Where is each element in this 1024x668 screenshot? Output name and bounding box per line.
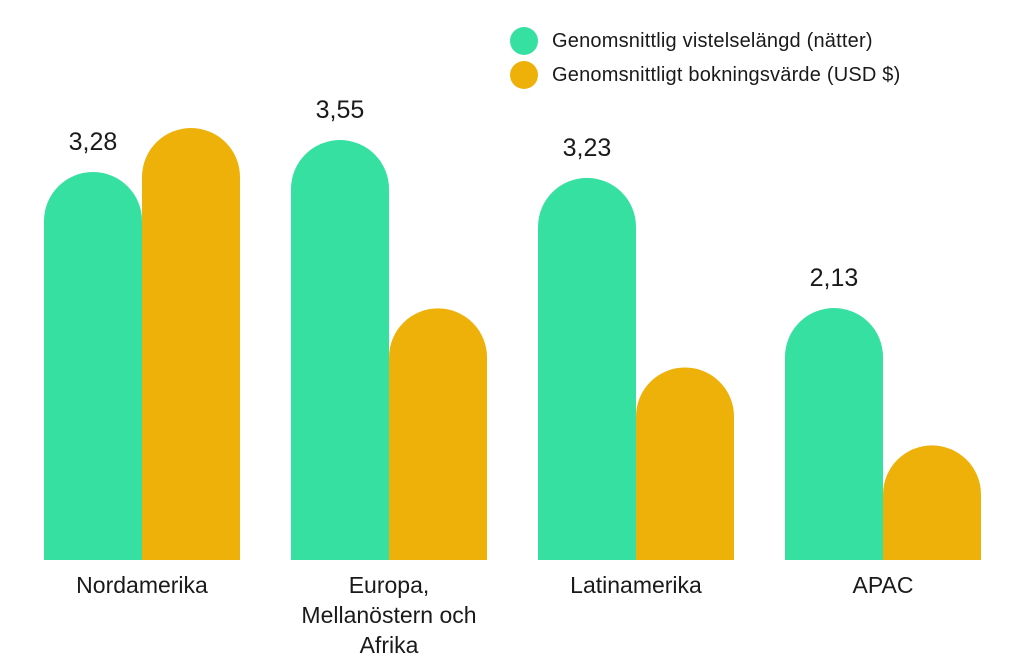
category-label-3: APAC — [853, 572, 914, 598]
legend-item-stay-length: Genomsnittlig vistelselängd (nätter) — [510, 24, 900, 58]
category-label-0-line-0: Nordamerika — [76, 572, 208, 598]
chart-legend: Genomsnittlig vistelselängd (nätter) Gen… — [510, 24, 900, 92]
data-labels-group: 3,28 3,55 3,23 2,13 — [69, 96, 859, 292]
bar-stay-length-2 — [538, 177, 636, 561]
legend-item-booking-value: Genomsnittligt bokningsvärde (USD $) — [510, 58, 900, 92]
legend-swatch-booking-value — [510, 61, 538, 89]
bars-group — [44, 128, 981, 561]
data-label-0: 3,28 — [69, 128, 118, 156]
category-label-2: Latinamerika — [570, 572, 702, 598]
bar-stay-length-3 — [785, 308, 883, 560]
category-labels-group: Nordamerika Europa, Mellanöstern och Afrika… — [76, 572, 913, 658]
category-label-1-line-1: Mellanöstern och — [301, 602, 476, 628]
category-label-1-line-0: Europa, — [349, 572, 430, 598]
bar-stay-length-0 — [44, 171, 142, 560]
category-label-0: Nordamerika — [76, 572, 208, 598]
legend-label-stay-length: Genomsnittlig vistelselängd (nätter) — [552, 29, 873, 52]
legend-swatch-stay-length — [510, 27, 538, 55]
bar-booking-value-3 — [883, 445, 981, 560]
category-label-3-line-0: APAC — [853, 572, 914, 598]
bar-booking-value-0 — [142, 128, 240, 560]
data-label-1: 3,55 — [316, 96, 365, 124]
legend-label-booking-value: Genomsnittligt bokningsvärde (USD $) — [552, 63, 901, 86]
category-label-1: Europa, Mellanöstern och Afrika — [301, 572, 476, 658]
data-label-3: 2,13 — [810, 264, 859, 292]
category-label-1-line-2: Afrika — [360, 632, 419, 658]
data-label-2: 3,23 — [563, 134, 612, 162]
bar-booking-value-1 — [389, 308, 487, 560]
bar-booking-value-2 — [636, 367, 734, 560]
category-label-2-line-0: Latinamerika — [570, 572, 702, 598]
bar-stay-length-1 — [291, 140, 389, 560]
